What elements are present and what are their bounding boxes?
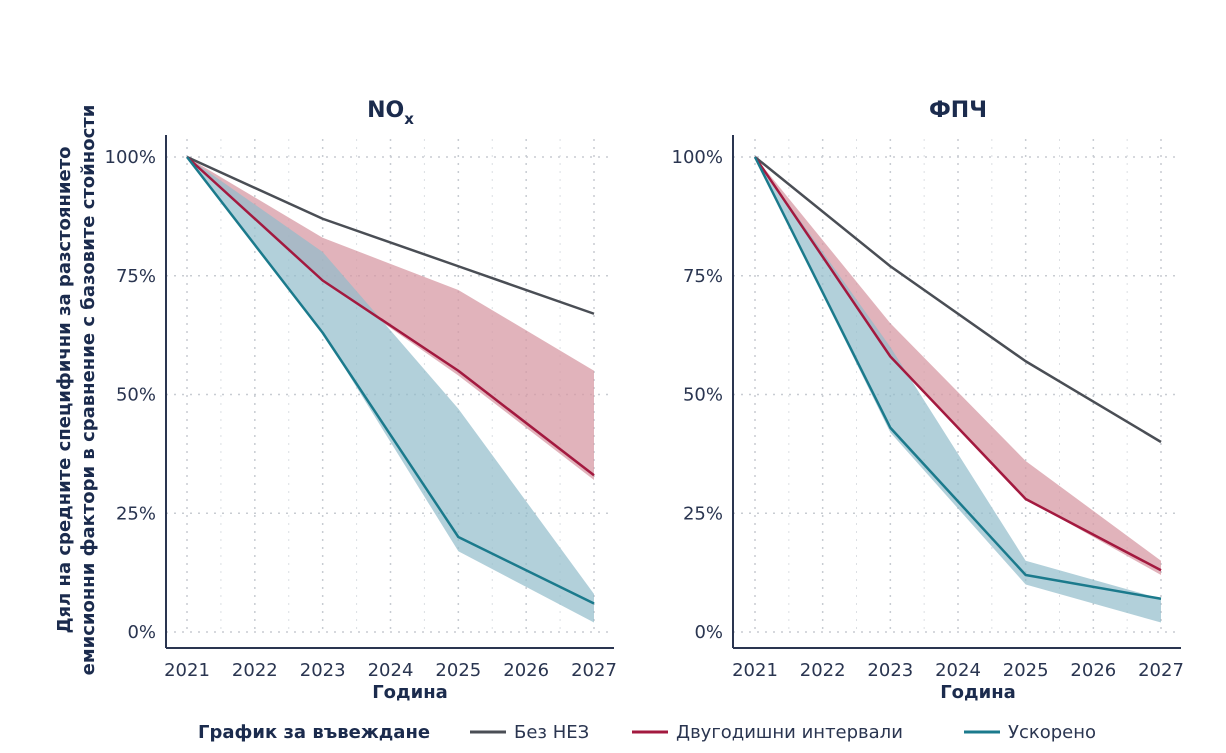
y-axis-title-line1: Дял на средните специфични за разстояние… (54, 146, 75, 633)
x-tick-label: 2021 (164, 660, 210, 681)
x-tick-label: 2024 (935, 660, 981, 681)
band-accelerated (187, 157, 594, 623)
y-tick-label: 100% (672, 147, 723, 168)
x-tick-label: 2021 (732, 660, 778, 681)
x-tick-label: 2026 (1070, 660, 1116, 681)
y-tick-label: 25% (683, 503, 723, 524)
y-tick-label: 75% (116, 266, 156, 287)
y-axis-title-line2: емисионни фактори в сравнение с базовите… (78, 105, 99, 676)
legend-label-no-nez: Без НЕЗ (514, 722, 589, 743)
panel-pm: ФПЧ 0% 25% 50% 75% 100% 2021 2022 2023 2024 2025 20… (672, 98, 1184, 681)
x-tick-label: 2022 (232, 660, 278, 681)
x-tick-label: 2022 (800, 660, 846, 681)
x-tick-label: 2024 (368, 660, 414, 681)
band-accelerated (755, 157, 1161, 623)
panel-title-nox: NOx (367, 98, 414, 128)
y-tick-label: 0% (694, 622, 723, 643)
x-tick-label: 2027 (1138, 660, 1184, 681)
y-tick-label: 100% (105, 147, 156, 168)
legend-label-biennial: Двугодишни интервали (676, 722, 903, 743)
y-tick-label: 50% (683, 385, 723, 406)
x-tick-label: 2025 (435, 660, 481, 681)
y-tick-label: 50% (116, 385, 156, 406)
series-line-no-nez (754, 156, 1162, 444)
series-line-accelerated (753, 156, 1162, 600)
series-line-accelerated (186, 156, 595, 605)
legend-title: График за въвеждане (198, 722, 430, 743)
x-tick-label: 2026 (503, 660, 549, 681)
y-axis-title: Дял на средните специфични за разстояние… (54, 105, 99, 676)
panel-nox: NOx 0% 25% 50% 75% 100% 2021 2022 2023 2024 2025 20… (105, 98, 617, 681)
x-tick-label: 2023 (300, 660, 346, 681)
x-axis-title-pm: Година (940, 682, 1016, 703)
x-tick-label: 2025 (1003, 660, 1049, 681)
series-line-biennial (753, 156, 1162, 572)
legend: График за въвеждане Без НЕЗ Двугодишни и… (198, 722, 1096, 743)
y-tick-label: 75% (683, 266, 723, 287)
y-tick-label: 25% (116, 503, 156, 524)
band-biennial (755, 157, 1161, 575)
series-line-no-nez (186, 155, 595, 315)
series-line-biennial (186, 156, 595, 477)
x-tick-label: 2027 (571, 660, 617, 681)
panel-title-pm: ФПЧ (929, 98, 987, 123)
y-tick-label: 0% (127, 622, 156, 643)
x-tick-label: 2023 (867, 660, 913, 681)
legend-label-accelerated: Ускорено (1008, 722, 1096, 743)
x-axis-title-nox: Година (372, 682, 448, 703)
